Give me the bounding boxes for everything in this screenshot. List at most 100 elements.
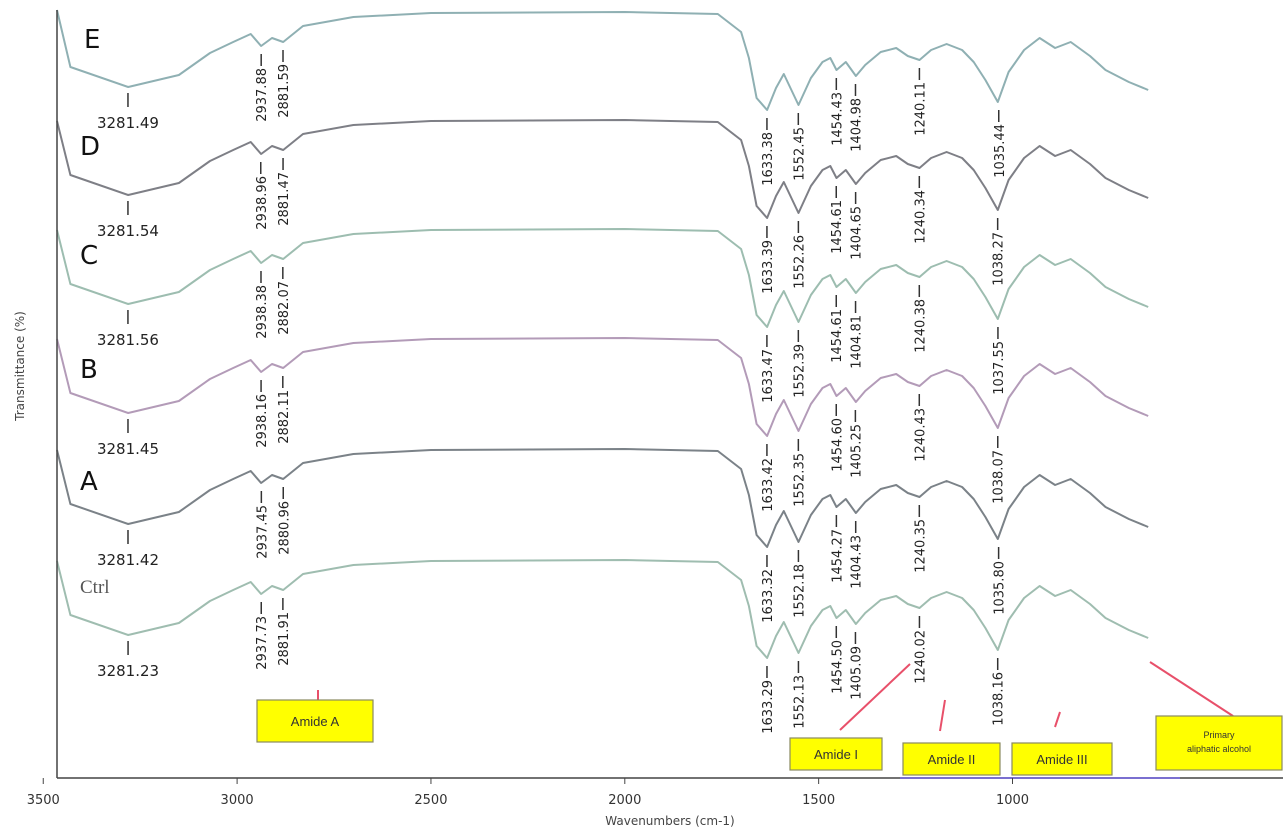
annotation-box (1155, 715, 1283, 771)
annotation-amide-ii: Amide II (902, 699, 1001, 776)
peak-label: 1240.11 (913, 82, 928, 136)
peak-label: 2938.96 (255, 176, 270, 230)
annotation-pointer (839, 663, 911, 731)
peak-label: 1454.61 (830, 200, 845, 254)
axes: Transmittance (%) Wavenumbers (cm-1) (13, 10, 1283, 828)
trace-d (56, 119, 1149, 219)
peak-label: 1240.38 (913, 299, 928, 353)
peak-label: 3281.56 (97, 331, 159, 349)
x-tick-label: 3500 (27, 793, 60, 808)
series-label-b: B (80, 355, 98, 385)
x-axis-title: Wavenumbers (cm-1) (605, 814, 734, 828)
trace-b (56, 337, 1149, 437)
peak-label: 1037.55 (992, 341, 1007, 395)
y-axis-title: Transmittance (%) (13, 311, 27, 422)
peak-label: 2882.11 (277, 390, 292, 444)
annotations: Amide A Amide I Amide II Amide III Primary al… (256, 661, 1283, 776)
series-label-d: D (80, 132, 100, 162)
peak-label: 3281.45 (97, 440, 159, 458)
peak-label: 1035.44 (993, 124, 1008, 178)
peak-label: 2938.38 (255, 285, 270, 339)
annotation-label: Amide III (1036, 752, 1087, 767)
peak-label: 1038.16 (992, 672, 1007, 726)
series-label-e: E (84, 25, 100, 55)
annotation-pointer (939, 699, 946, 732)
peak-label: 1552.45 (792, 127, 807, 181)
peak-label: 1405.09 (849, 646, 864, 700)
peak-label: 1035.80 (993, 561, 1008, 615)
series-label-c: C (80, 241, 98, 271)
series-label-a: A (80, 467, 98, 497)
annotation-amide-iii: Amide III (1011, 711, 1113, 776)
peak-label: 2880.96 (277, 501, 292, 555)
annotation-label: Amide I (814, 747, 858, 762)
annotation-box (902, 742, 1001, 776)
peak-label: 1405.25 (849, 424, 864, 478)
x-tick-label: 2000 (608, 793, 641, 808)
peak-label: 1454.61 (830, 309, 845, 363)
peak-label: 2938.16 (255, 394, 270, 448)
peak-label: 2881.91 (277, 612, 292, 666)
peak-label: 3281.23 (97, 662, 159, 680)
annotation-amide-a: Amide A (256, 690, 374, 743)
peak-label: 2937.88 (255, 68, 270, 122)
annotation-box (789, 737, 883, 771)
annotation-box (1011, 742, 1113, 776)
x-tick-label: 1000 (996, 793, 1029, 808)
series-labels: E D C B A Ctrl (80, 25, 110, 598)
peak-label: 1633.29 (761, 680, 776, 734)
annotation-amide-i: Amide I (789, 663, 911, 771)
peak-label: 1038.27 (992, 232, 1007, 286)
annotation-label: aliphatic alcohol (1187, 744, 1251, 754)
peak-label: 3281.49 (97, 114, 159, 132)
peak-label: 1633.47 (761, 349, 776, 403)
peak-label: 1633.39 (761, 240, 776, 294)
peak-label: 1404.98 (849, 98, 864, 152)
x-tick-label: 1500 (802, 793, 835, 808)
annotation-label: Primary (1204, 730, 1235, 740)
trace-e (56, 9, 1149, 111)
annotation-label: Amide A (291, 714, 340, 729)
peak-label: 1038.07 (992, 450, 1007, 504)
annotation-label: Amide II (928, 752, 976, 767)
peak-label: 1454.50 (830, 640, 845, 694)
peak-label: 2881.59 (277, 64, 292, 118)
x-tick-label: 2500 (414, 793, 447, 808)
annotation-pointer (1149, 661, 1234, 717)
peak-label: 1454.43 (830, 92, 845, 146)
peak-label: 1404.81 (850, 315, 865, 369)
peak-label: 1404.65 (850, 206, 865, 260)
peak-label: 3281.54 (97, 222, 159, 240)
peak-label: 2882.07 (277, 281, 292, 335)
peak-label: 1552.26 (792, 235, 807, 289)
peak-label: 3281.42 (97, 551, 159, 569)
trace-ctrl (56, 559, 1149, 659)
annotation-box (256, 699, 374, 743)
peak-label: 1454.60 (830, 418, 845, 472)
trace-a (56, 448, 1149, 548)
trace-c (56, 228, 1149, 328)
series-label-ctrl: Ctrl (80, 577, 110, 598)
peak-label: 1404.43 (850, 535, 865, 589)
peak-label: 1633.32 (761, 569, 776, 623)
peak-label: 1552.35 (792, 453, 807, 507)
x-ticks: 3500 3000 2500 2000 1500 1000 (27, 778, 1029, 808)
peak-label: 1552.13 (792, 675, 807, 729)
peak-label: 1552.39 (792, 344, 807, 398)
peak-label: 2881.47 (277, 172, 292, 226)
traces (56, 9, 1149, 659)
peak-label: 1240.35 (913, 519, 928, 573)
peak-label: 1240.34 (913, 190, 928, 244)
annotation-primary-aliphatic-alcohol: Primary aliphatic alcohol (1149, 661, 1283, 771)
x-tick-label: 3000 (221, 793, 254, 808)
peak-label: 2937.73 (255, 616, 270, 670)
peak-label: 1552.18 (792, 564, 807, 618)
annotation-pointer (1054, 711, 1061, 728)
peak-label: 1240.02 (913, 630, 928, 684)
peak-label: 1454.27 (830, 529, 845, 583)
peak-label: 1633.38 (761, 132, 776, 186)
peak-label: 1240.43 (913, 408, 928, 462)
peak-label: 2937.45 (255, 505, 270, 559)
